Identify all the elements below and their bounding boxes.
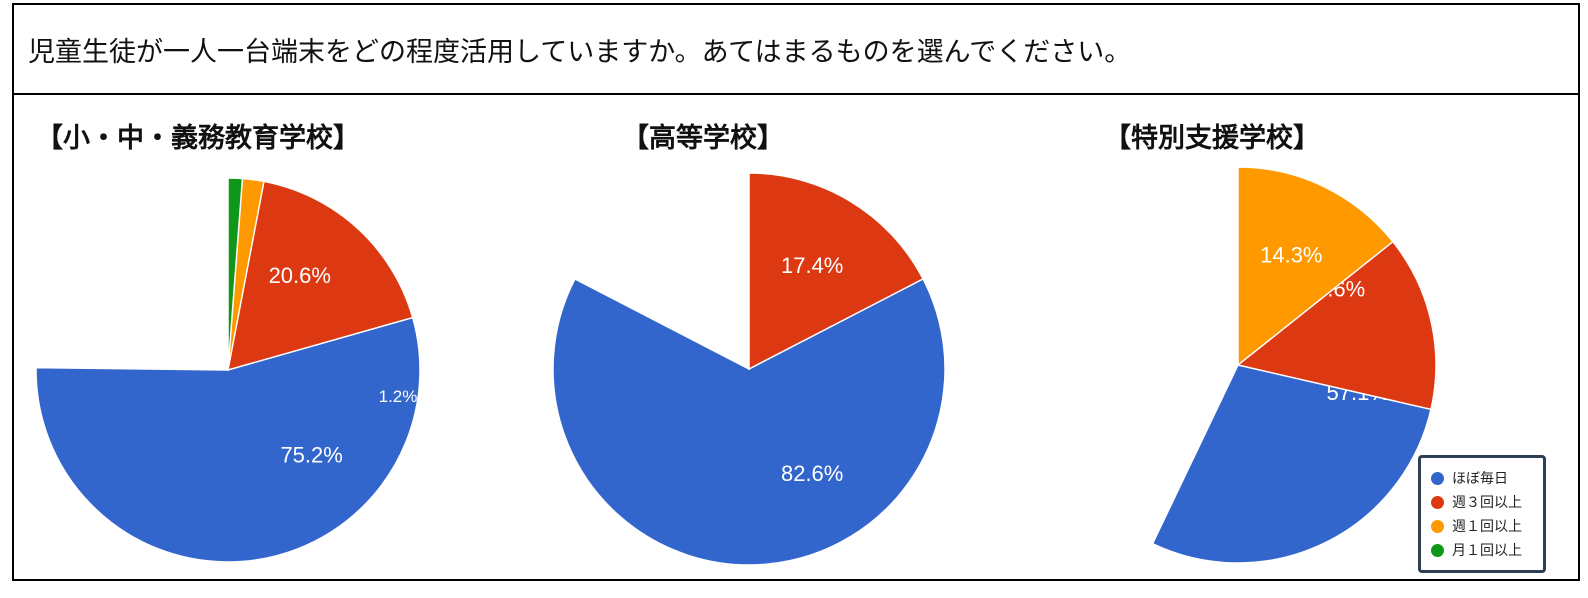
legend-item-1-per-month: 月１回以上 [1431, 538, 1543, 562]
legend: ほぼ毎日 週３回以上 週１回以上 月１回以上 [1418, 455, 1546, 573]
chart-title-high-school: 【高等学校】 [622, 123, 784, 154]
legend-label: 週１回以上 [1452, 519, 1522, 535]
legend-label: 月１回以上 [1452, 543, 1522, 559]
legend-label: ほぼ毎日 [1452, 471, 1508, 487]
pie-slice-1-4 [227, 177, 244, 371]
pie-data-label: 14.3% [1260, 242, 1322, 267]
legend-item-daily: ほぼ毎日 [1431, 466, 1543, 490]
chart-title-special-support: 【特別支援学校】 [1104, 123, 1320, 154]
legend-item-3-per-week: 週３回以上 [1431, 490, 1543, 514]
pie-slice-3-3 [1237, 166, 1394, 367]
pie-data-label: 17.4% [781, 253, 843, 278]
legend-swatch [1431, 471, 1444, 485]
legend-swatch [1431, 543, 1444, 557]
legend-swatch [1431, 495, 1444, 509]
legend-item-1-per-week: 週１回以上 [1431, 514, 1543, 538]
question-text: 児童生徒が一人一台端末をどの程度活用していますか。あてはまるものを選んでください… [14, 5, 1578, 95]
legend-label: 週３回以上 [1452, 495, 1522, 511]
chart-title-elementary: 【小・中・義務教育学校】 [36, 123, 360, 154]
pie-data-label: 75.2% [280, 443, 342, 468]
pie-data-label: 1.2% [379, 387, 418, 406]
pie-data-label: 20.6% [269, 263, 331, 288]
pie-slice-2-2 [748, 172, 925, 371]
pie-data-label: 82.6% [781, 461, 843, 486]
legend-swatch [1431, 519, 1444, 533]
